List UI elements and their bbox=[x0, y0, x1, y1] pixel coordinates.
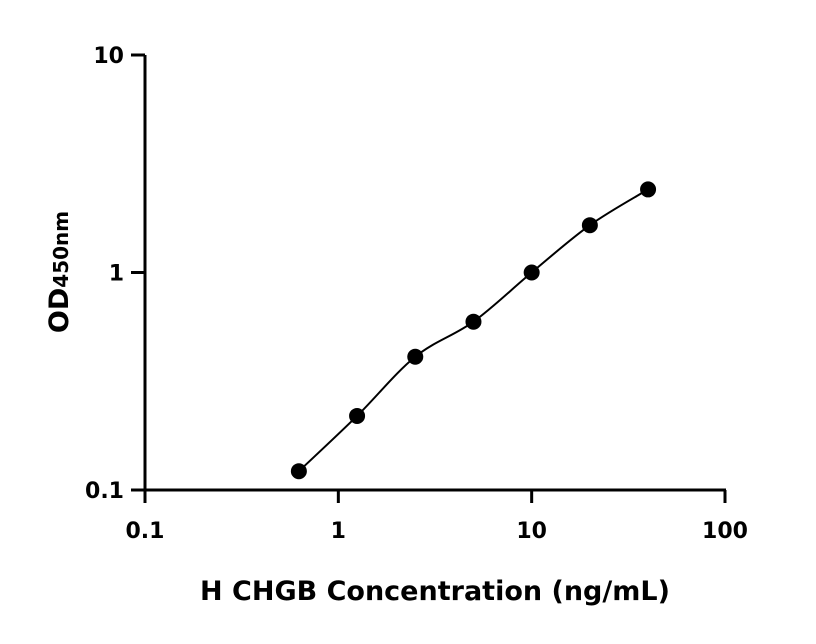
x-tick-label: 0.1 bbox=[126, 519, 165, 544]
data-point bbox=[640, 181, 657, 198]
x-tick-label: 10 bbox=[516, 519, 547, 544]
y-axis-label: OD450nm bbox=[44, 211, 75, 333]
data-point bbox=[349, 407, 366, 424]
data-point bbox=[581, 217, 598, 234]
y-tick-label: 1 bbox=[109, 262, 124, 287]
y-axis-label-sub: 450nm bbox=[49, 211, 73, 288]
x-tick-label: 1 bbox=[331, 519, 346, 544]
x-axis-label: H CHGB Concentration (ng/mL) bbox=[200, 576, 670, 607]
data-point bbox=[523, 264, 540, 281]
data-point bbox=[407, 348, 424, 365]
fit-curve bbox=[298, 188, 649, 472]
data-point bbox=[465, 313, 482, 330]
y-axis-label-main: OD bbox=[44, 288, 75, 333]
y-tick-label: 0.1 bbox=[85, 479, 124, 504]
data-point bbox=[290, 463, 307, 480]
y-tick-label: 10 bbox=[93, 44, 124, 69]
x-tick-label: 100 bbox=[702, 519, 748, 544]
